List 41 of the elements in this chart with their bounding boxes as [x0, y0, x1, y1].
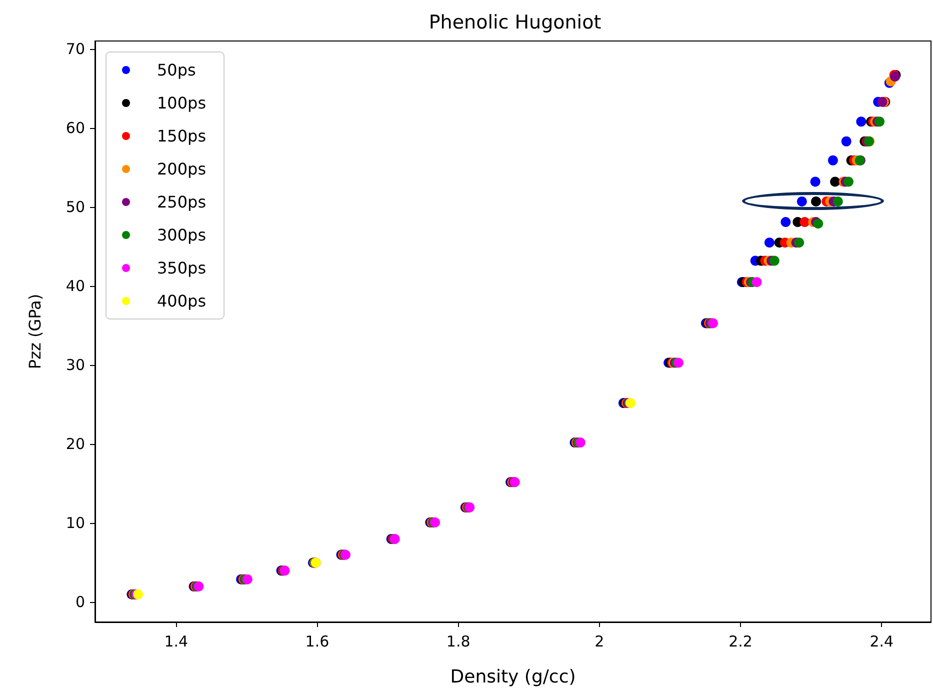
point: [841, 136, 852, 146]
point: [769, 256, 780, 266]
legend-label: 200ps: [157, 160, 206, 178]
y-tick-label: 50: [66, 198, 85, 216]
point: [856, 116, 866, 127]
legend-label: 300ps: [157, 226, 206, 244]
x-tick-label: 2.2: [728, 632, 752, 650]
point: [796, 196, 807, 206]
point: [794, 238, 804, 248]
point: [780, 217, 791, 228]
x-axis-title: Density (g/cc): [450, 666, 576, 688]
chart-title: Phenolic Hugoniot: [428, 12, 602, 34]
point: [830, 176, 840, 187]
x-tick-label: 1.8: [446, 632, 470, 650]
point: [752, 277, 762, 288]
point: [828, 155, 838, 166]
x-tick-label: 2: [594, 632, 604, 650]
point: [874, 116, 884, 127]
point: [800, 217, 810, 228]
point: [843, 176, 854, 187]
y-tick-label: 60: [66, 118, 85, 137]
point: [810, 176, 820, 187]
y-tick-label: 10: [66, 514, 85, 532]
y-tick-label: 40: [66, 277, 85, 296]
point: [832, 196, 843, 206]
y-axis-title: Pzz (GPa): [26, 294, 44, 370]
y-tick-label: 30: [66, 356, 85, 374]
legend-label: 50ps: [157, 60, 196, 80]
x-tick-label: 2.4: [870, 632, 894, 650]
y-tick-label: 70: [66, 40, 85, 58]
point: [764, 238, 774, 248]
y-tick-label: 0: [75, 593, 85, 612]
legend-label: 400ps: [157, 292, 206, 310]
legend-label: 250ps: [157, 192, 206, 212]
x-tick-label: 1.4: [164, 632, 188, 650]
legend-label: 150ps: [157, 126, 206, 146]
legend-label: 100ps: [157, 94, 206, 112]
legend-label: 350ps: [157, 258, 206, 278]
y-tick-label: 20: [66, 435, 85, 454]
point: [811, 196, 822, 206]
x-tick-label: 1.6: [305, 632, 330, 650]
